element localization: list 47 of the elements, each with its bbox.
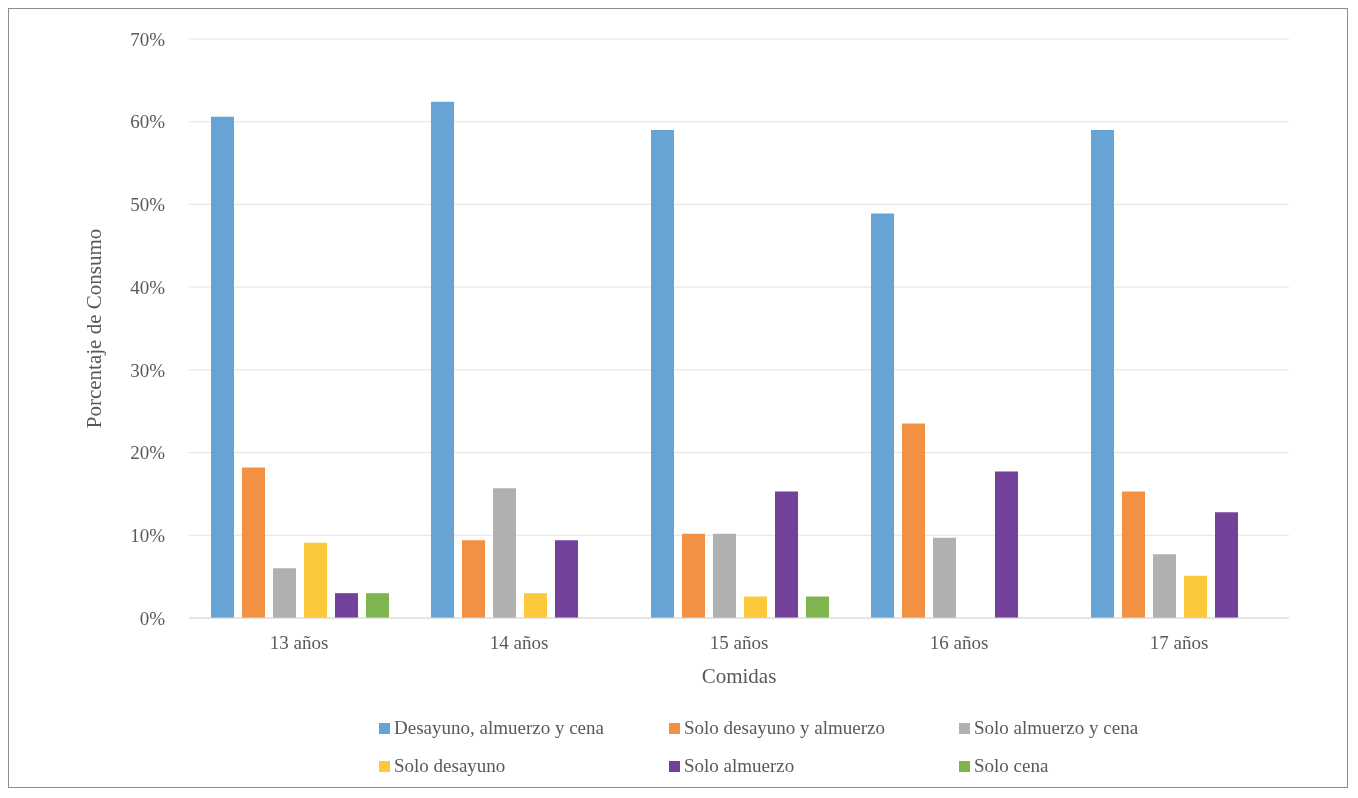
y-tick-label: 10% xyxy=(130,525,166,547)
bar xyxy=(211,116,234,618)
y-tick-label: 50% xyxy=(130,194,166,216)
bar xyxy=(1122,491,1145,618)
bar xyxy=(1184,575,1207,618)
x-tick-label: 17 años xyxy=(1149,632,1209,654)
legend-label: Solo cena xyxy=(974,755,1049,777)
bar xyxy=(462,540,485,618)
bar xyxy=(1091,129,1114,618)
y-tick-label: 20% xyxy=(130,442,166,464)
legend-label: Solo desayuno xyxy=(394,755,506,777)
bar xyxy=(713,533,736,618)
bar xyxy=(995,471,1018,618)
bar xyxy=(366,593,389,618)
y-tick-label: 0% xyxy=(139,607,166,629)
bar xyxy=(902,423,925,618)
x-tick-label: 14 años xyxy=(489,632,549,654)
y-axis-title: Porcentaje de Consumo xyxy=(82,228,107,429)
bar xyxy=(1153,554,1176,618)
x-tick-label: 13 años xyxy=(269,632,329,654)
y-tick-label: 40% xyxy=(130,276,166,298)
bar xyxy=(933,537,956,618)
bar xyxy=(651,129,674,618)
bar xyxy=(273,568,296,618)
bar xyxy=(304,542,327,618)
legend-label: Solo almuerzo xyxy=(684,755,795,777)
y-tick-label: 30% xyxy=(130,359,166,381)
bar xyxy=(524,593,547,618)
bar xyxy=(775,491,798,618)
bar xyxy=(682,533,705,618)
y-tick-label: 60% xyxy=(130,111,166,133)
bar xyxy=(493,488,516,618)
bar xyxy=(806,596,829,618)
bar xyxy=(871,213,894,618)
bar xyxy=(242,467,265,618)
legend-label: Desayuno, almuerzo y cena xyxy=(394,717,604,739)
legend-label: Solo almuerzo y cena xyxy=(974,717,1139,739)
bar xyxy=(335,593,358,618)
bar xyxy=(1215,512,1238,618)
x-axis-title: Comidas xyxy=(701,664,777,688)
bar xyxy=(431,101,454,618)
x-tick-label: 16 años xyxy=(929,632,989,654)
bar xyxy=(744,596,767,618)
bar xyxy=(555,540,578,618)
x-tick-label: 15 años xyxy=(709,632,769,654)
legend-label: Solo desayuno y almuerzo xyxy=(684,717,886,739)
y-tick-label: 70% xyxy=(130,28,166,50)
